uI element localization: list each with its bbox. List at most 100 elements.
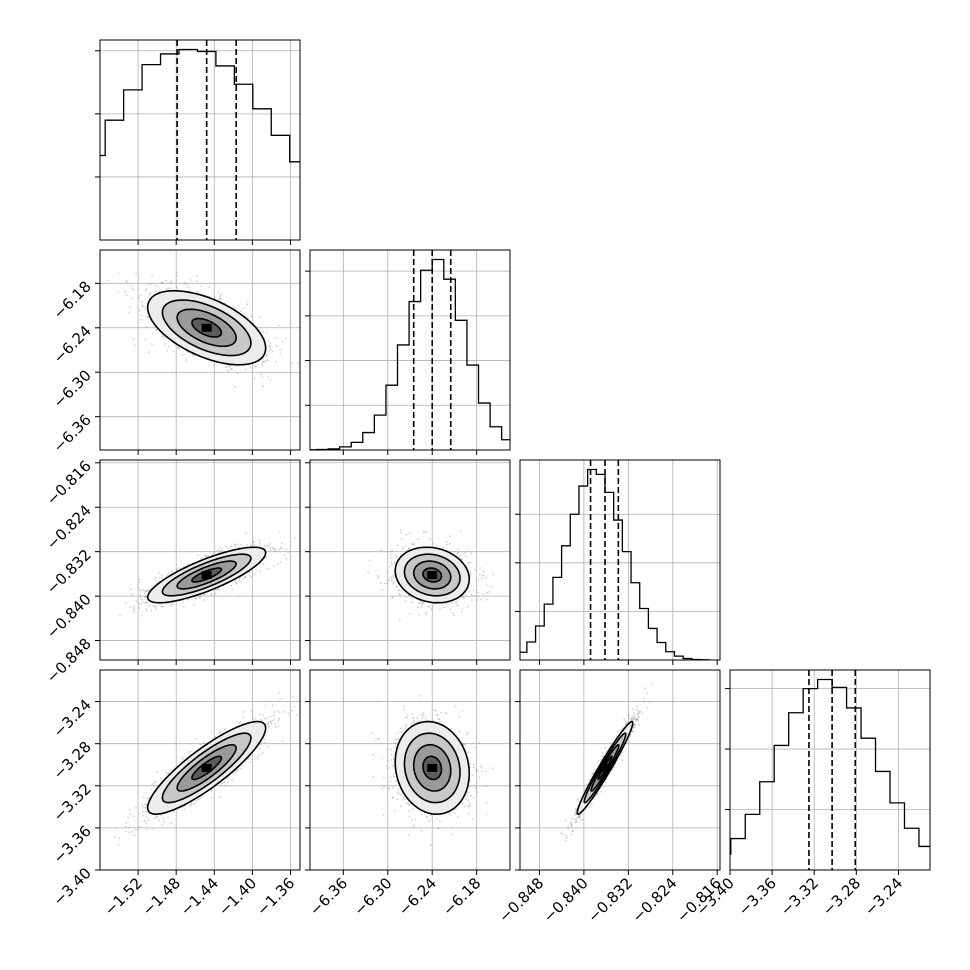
sample-point xyxy=(127,831,130,834)
density-contour xyxy=(394,720,471,816)
sample-point xyxy=(124,602,127,604)
sample-point xyxy=(182,602,184,604)
sample-point xyxy=(195,799,198,802)
sample-point xyxy=(261,376,264,378)
sample-point xyxy=(425,611,428,614)
sample-point xyxy=(221,781,224,784)
sample-point xyxy=(145,326,148,328)
sample-point xyxy=(156,771,159,774)
sample-point xyxy=(267,339,270,342)
sample-point xyxy=(249,366,252,369)
sample-point xyxy=(406,716,408,719)
sample-point xyxy=(142,796,145,799)
sample-point xyxy=(449,608,452,611)
sample-point xyxy=(439,607,441,610)
sample-point xyxy=(458,730,461,733)
sample-point xyxy=(198,798,200,801)
sample-point xyxy=(139,593,142,596)
panel-frame xyxy=(729,669,931,871)
scatter-panel-4-1: −1.52−1.48−1.44−1.40−1.36−3.40−3.36−3.32… xyxy=(50,669,301,919)
sample-point xyxy=(632,718,635,721)
scatter-panel-2-1: −6.36−6.30−6.24−6.18 xyxy=(50,249,301,456)
sample-point xyxy=(411,713,413,716)
sample-point xyxy=(630,718,633,720)
sample-point xyxy=(613,766,616,769)
sample-point xyxy=(148,295,150,298)
sample-point xyxy=(153,785,156,788)
sample-point xyxy=(435,709,437,712)
sample-point xyxy=(413,721,415,724)
sample-point xyxy=(267,376,270,378)
sample-point xyxy=(285,557,288,560)
sample-point xyxy=(141,599,143,601)
sample-point xyxy=(242,765,245,767)
sample-point xyxy=(272,547,274,550)
sample-point xyxy=(275,360,277,363)
sample-point xyxy=(190,803,193,805)
sample-point xyxy=(142,601,145,604)
sample-point xyxy=(432,543,435,545)
sample-point xyxy=(226,547,229,550)
sample-point xyxy=(278,324,280,327)
sample-point xyxy=(454,601,457,604)
sample-point xyxy=(223,550,225,552)
density-peak xyxy=(427,763,438,772)
sample-point xyxy=(393,560,396,563)
sample-point xyxy=(444,711,447,714)
sample-point xyxy=(474,569,477,571)
sample-point xyxy=(133,834,136,836)
sample-point xyxy=(145,828,148,831)
sample-point xyxy=(182,758,185,760)
sample-point xyxy=(637,711,640,714)
sample-point xyxy=(148,351,150,354)
sample-point xyxy=(436,818,439,821)
sample-point xyxy=(627,717,630,720)
sample-point xyxy=(244,368,247,371)
sample-point xyxy=(228,365,231,368)
sample-point xyxy=(250,709,252,712)
sample-point xyxy=(403,705,406,708)
sample-point xyxy=(406,802,409,805)
sample-point xyxy=(481,574,484,577)
sample-point xyxy=(177,346,180,349)
sample-point xyxy=(157,604,160,607)
sample-point xyxy=(407,834,410,837)
sample-point xyxy=(152,782,155,785)
sample-point xyxy=(243,313,246,316)
sample-point xyxy=(372,753,374,756)
sample-point xyxy=(188,804,191,807)
sample-point xyxy=(155,816,158,819)
scatter-panel-4-2: −6.36 −6.30 −6.24 −6.18 xyxy=(305,669,511,919)
sample-point xyxy=(412,543,415,545)
sample-point xyxy=(259,563,262,565)
sample-point xyxy=(425,815,428,818)
sample-point xyxy=(275,344,278,347)
sample-point xyxy=(147,315,150,318)
sample-point xyxy=(218,731,221,734)
sample-point xyxy=(154,817,157,820)
sample-point xyxy=(144,601,147,604)
sample-point xyxy=(420,813,423,816)
sample-point xyxy=(650,682,653,685)
sample-point xyxy=(278,530,281,533)
sample-point xyxy=(128,808,131,811)
sample-point xyxy=(187,751,190,754)
sample-point xyxy=(389,565,391,568)
sample-point xyxy=(625,742,628,745)
sample-point xyxy=(218,298,221,300)
sample-point xyxy=(253,573,256,576)
sample-point xyxy=(134,829,137,831)
sample-point xyxy=(421,714,423,717)
sample-point xyxy=(223,781,226,784)
sample-point xyxy=(164,343,167,345)
sample-point xyxy=(390,576,393,579)
sample-point xyxy=(145,589,148,591)
sample-point xyxy=(234,544,237,547)
sample-point xyxy=(203,593,206,596)
sample-point xyxy=(234,543,236,546)
sample-point xyxy=(158,571,161,574)
sample-point xyxy=(230,368,233,371)
sample-point xyxy=(403,798,406,801)
sample-point xyxy=(400,731,403,734)
sample-point xyxy=(245,544,248,547)
